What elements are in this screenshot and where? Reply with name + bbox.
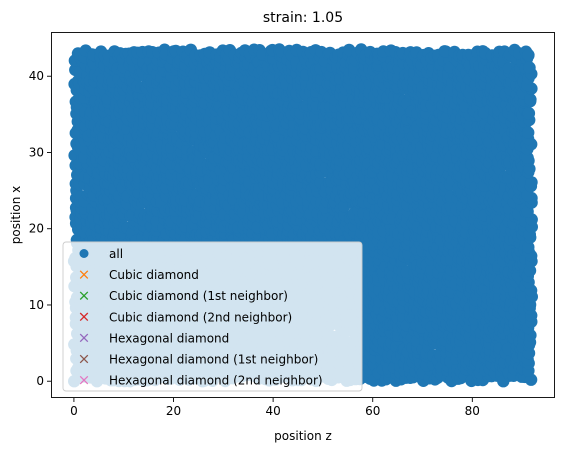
y-tick-label: 0 [36, 374, 44, 388]
legend-label: all [109, 247, 123, 261]
legend: all Cubic diamond Cubic diamond (1st neigh… [62, 241, 363, 392]
y-tick-label: 40 [29, 69, 44, 83]
y-tick-label: 10 [29, 298, 44, 312]
legend-label: Cubic diamond (1st neighbor) [109, 289, 288, 303]
legend-entry: Cubic diamond (2nd neighbor) [79, 310, 292, 324]
scatter-point [522, 107, 536, 120]
x-tick-label: 20 [166, 404, 181, 418]
legend-label: Hexagonal diamond [109, 331, 229, 345]
scatter-point [522, 48, 535, 62]
scatter-point [524, 93, 537, 106]
legend-entry: Cubic diamond (1st neighbor) [79, 289, 288, 303]
y-axis-label: position x [9, 186, 23, 244]
y-tick-label: 20 [29, 222, 44, 236]
legend-label: Cubic diamond [109, 268, 199, 282]
x-tick-label: 40 [265, 404, 280, 418]
legend-label: Cubic diamond (2nd neighbor) [109, 310, 292, 324]
scatter-point [523, 61, 536, 74]
legend-label: Hexagonal diamond (1st neighbor) [109, 353, 318, 367]
y-tick-label: 30 [29, 145, 44, 159]
legend-label: Hexagonal diamond (2nd neighbor) [109, 374, 323, 388]
legend-marker-circle [79, 249, 89, 258]
chart-title: strain: 1.05 [263, 10, 343, 26]
scatter-point [522, 126, 535, 139]
legend-entry: Hexagonal diamond (1st neighbor) [79, 353, 318, 367]
x-axis-label: position z [274, 429, 332, 443]
legend-entry: Hexagonal diamond (2nd neighbor) [79, 374, 323, 388]
x-tick-label: 80 [465, 404, 480, 418]
x-tick-label: 0 [70, 404, 78, 418]
x-tick-label: 60 [365, 404, 380, 418]
